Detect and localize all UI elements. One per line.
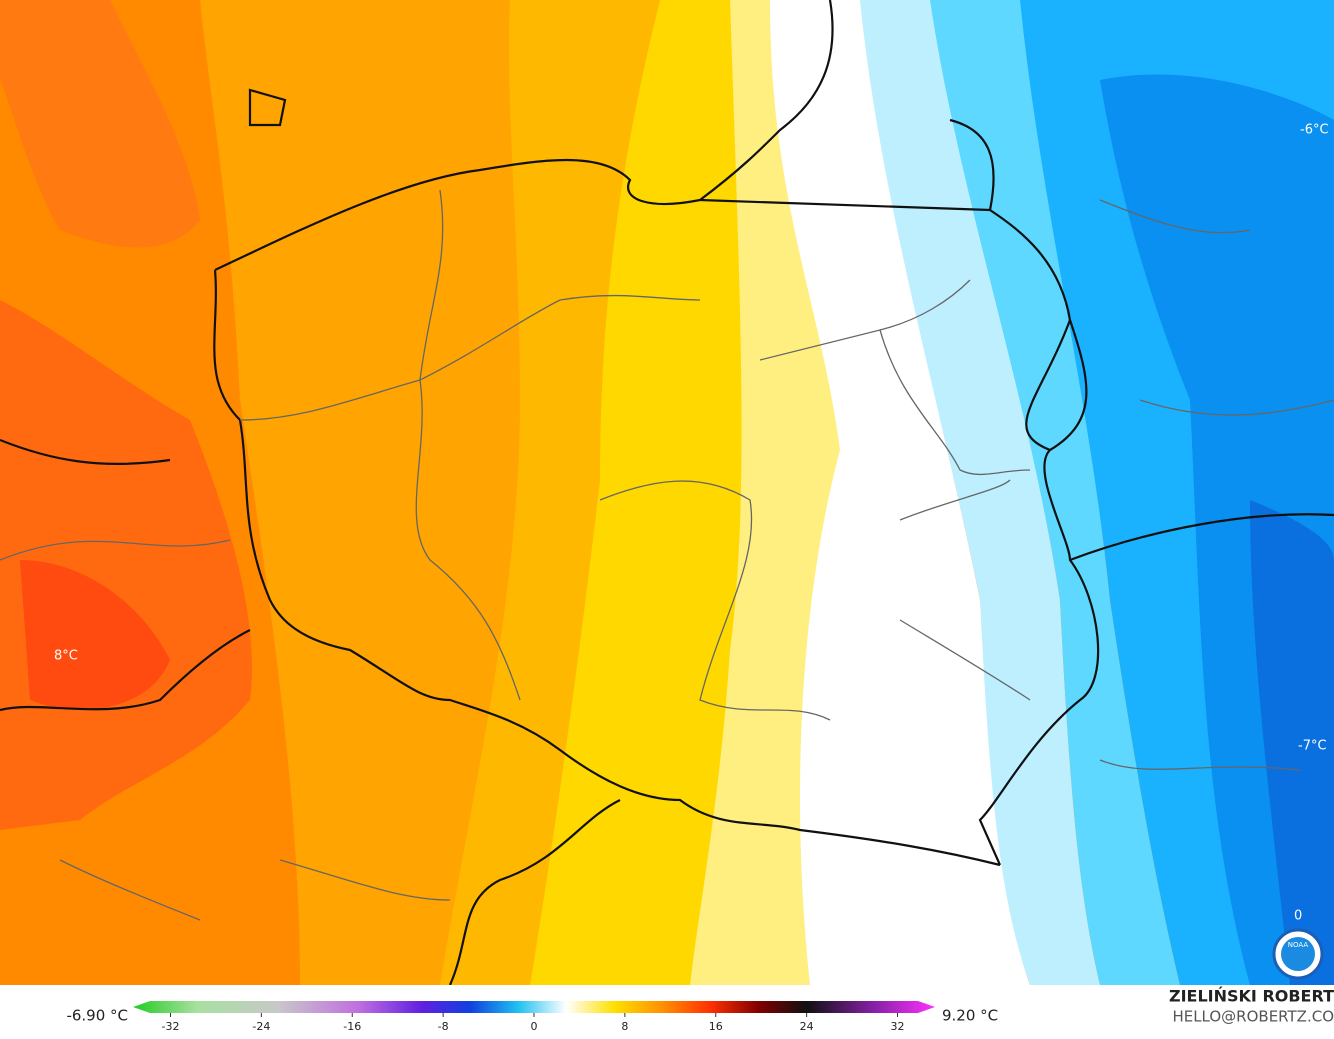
tick-label: 0 (531, 1020, 538, 1033)
regions (0, 189, 1334, 921)
tick-label: 24 (800, 1020, 814, 1033)
map-label: 0 (1294, 909, 1302, 924)
colorbar-ticks: -32 -24 -16 -8 0 8 16 24 32 (162, 1013, 905, 1033)
temperature-map (0, 0, 1334, 986)
author: ZIELIŃSKI ROBERT (1169, 987, 1334, 1006)
tick-label: -32 (162, 1020, 180, 1033)
tick-label: -16 (343, 1020, 361, 1033)
legend-min: -6.90 °C (66, 1007, 128, 1025)
tick-label: -8 (438, 1020, 449, 1033)
tick-label: 8 (621, 1020, 628, 1033)
tick-label: -24 (252, 1020, 270, 1033)
borders (0, 0, 1334, 986)
noaa-logo: NOAA (1272, 928, 1324, 980)
svg-text:NOAA: NOAA (1288, 941, 1309, 949)
map-label: -7°C (1298, 739, 1327, 754)
legend-max: 9.20 °C (942, 1007, 998, 1025)
map-label: -6°C (1300, 123, 1329, 138)
tick-label: 32 (891, 1020, 905, 1033)
map-label: 8°C (54, 649, 78, 664)
colorbar (133, 1001, 935, 1013)
contact: HELLO@ROBERTZ.CO (1172, 1008, 1334, 1026)
tick-label: 16 (709, 1020, 723, 1033)
